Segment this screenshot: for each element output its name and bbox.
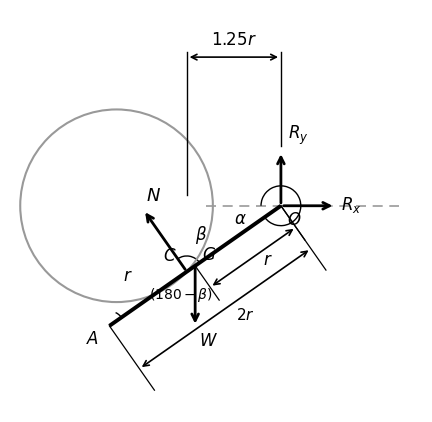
Text: $r$: $r$	[124, 267, 133, 285]
Text: $C$: $C$	[163, 247, 176, 265]
Text: $A$: $A$	[86, 330, 99, 348]
Text: $N$: $N$	[146, 187, 161, 205]
Text: $R_x$: $R_x$	[340, 195, 361, 215]
Text: $G$: $G$	[203, 246, 216, 264]
Text: $r$: $r$	[263, 251, 273, 269]
Text: $\beta$: $\beta$	[195, 224, 207, 246]
Text: $R_y$: $R_y$	[288, 124, 309, 147]
Text: $(180-\beta)$: $(180-\beta)$	[149, 286, 213, 304]
Text: $O$: $O$	[287, 211, 302, 229]
Text: $W$: $W$	[199, 332, 218, 350]
Text: $2r$: $2r$	[235, 307, 254, 323]
Text: $1.25r$: $1.25r$	[211, 31, 257, 49]
Text: $\alpha$: $\alpha$	[234, 210, 247, 227]
